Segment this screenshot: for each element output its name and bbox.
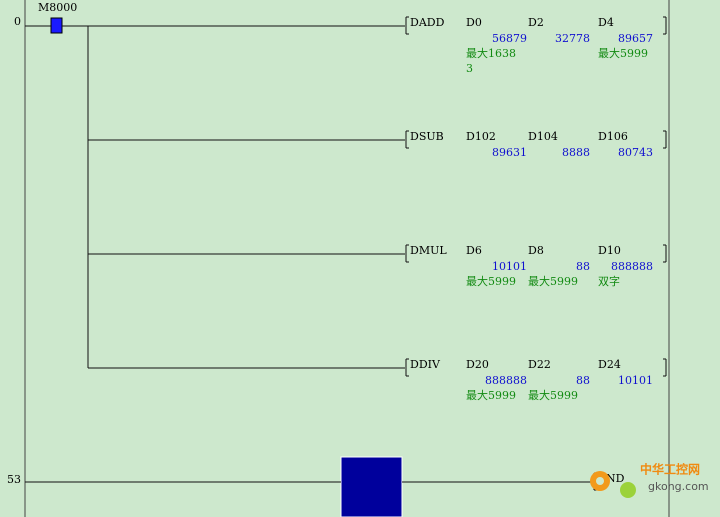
- watermark-site: gkong.com: [648, 480, 709, 493]
- operand-value: 888888: [485, 374, 527, 387]
- comment: 双字: [598, 274, 620, 288]
- operand-value: 888888: [611, 260, 653, 273]
- comment: 最大5999: [598, 46, 648, 60]
- operand-value: 88: [576, 374, 590, 387]
- operand: D104: [528, 130, 558, 143]
- instruction: DSUB: [410, 130, 444, 143]
- operand: D24: [598, 358, 621, 371]
- operand: D4: [598, 16, 614, 29]
- operand: D8: [528, 244, 544, 257]
- instruction: DADD: [410, 16, 445, 29]
- operand-value: 10101: [492, 260, 527, 273]
- comment: 最大5999: [466, 274, 516, 288]
- contact-label: M8000: [38, 1, 77, 14]
- operand-value: 88: [576, 260, 590, 273]
- operand-value: 32778: [555, 32, 590, 45]
- operand-value: 80743: [618, 146, 653, 159]
- operand-value: 89631: [492, 146, 527, 159]
- step-number: 53: [7, 473, 21, 486]
- operand-value: 10101: [618, 374, 653, 387]
- operand: D10: [598, 244, 621, 257]
- operand: D22: [528, 358, 551, 371]
- gear-hole: [596, 477, 604, 485]
- comment: 最大5999: [466, 388, 516, 402]
- watermark-title: 中华工控网: [640, 462, 700, 477]
- instruction: DDIV: [410, 358, 441, 371]
- instruction: DMUL: [410, 244, 447, 257]
- cursor: [340, 456, 403, 517]
- watermark: 中华工控网 gkong.com: [590, 462, 709, 498]
- comment: 最大1638: [466, 46, 516, 60]
- operand: D106: [598, 130, 628, 143]
- operand: D20: [466, 358, 489, 371]
- operand-value: 56879: [492, 32, 527, 45]
- operand-value: 89657: [618, 32, 653, 45]
- comment: 3: [466, 62, 473, 75]
- operand: D2: [528, 16, 544, 29]
- operand: D102: [466, 130, 496, 143]
- comment: 最大5999: [528, 388, 578, 402]
- step-number: 0: [14, 15, 21, 28]
- comment: 最大5999: [528, 274, 578, 288]
- operand: D6: [466, 244, 482, 257]
- operand: D0: [466, 16, 482, 29]
- contact: [50, 17, 63, 34]
- operand-value: 8888: [562, 146, 590, 159]
- gear-icon: [620, 482, 636, 498]
